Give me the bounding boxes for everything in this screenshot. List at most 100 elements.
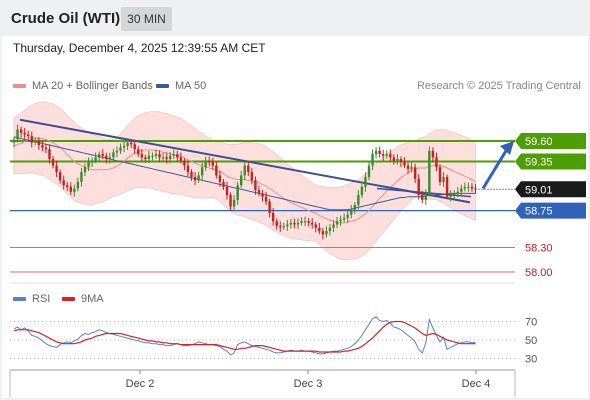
candle — [176, 150, 179, 163]
candle — [34, 136, 37, 146]
candle-body — [222, 181, 225, 187]
timeframe-button[interactable]: 30 MIN — [121, 7, 172, 31]
candle-body — [378, 150, 381, 155]
candle — [240, 170, 243, 188]
candle-body — [307, 221, 310, 223]
candle — [456, 187, 459, 198]
candle-body — [98, 154, 101, 158]
candle — [357, 190, 360, 210]
legend-rsi: RSI — [13, 293, 50, 305]
candle-body — [55, 165, 58, 173]
level-tag-bg — [515, 133, 586, 149]
candle — [137, 146, 140, 157]
rsi-tick-30: 30 — [525, 354, 537, 366]
candle-body — [300, 221, 303, 223]
candle — [467, 182, 470, 192]
candle-body — [435, 157, 438, 168]
level-label: 59.35 — [525, 156, 553, 168]
candle-body — [247, 165, 250, 173]
candle — [94, 152, 97, 164]
candle-body — [200, 167, 204, 176]
candle — [158, 150, 161, 163]
candle — [133, 139, 136, 155]
legend-ma20-bb: MA 20 + Bollinger Bands — [13, 80, 153, 92]
candle — [37, 137, 41, 150]
candle-body — [353, 204, 356, 210]
level-label: 58.75 — [525, 206, 553, 218]
candle-body — [289, 222, 293, 225]
candle — [403, 157, 406, 169]
candle — [374, 146, 378, 159]
candle — [51, 156, 55, 169]
legend-swatch-rsi — [13, 297, 26, 301]
candle — [236, 182, 239, 205]
candle-body — [293, 222, 296, 225]
rsi-tick-50: 50 — [525, 335, 537, 347]
candle — [87, 157, 90, 172]
x-tick-label: Dec 3 — [294, 378, 323, 390]
candle — [332, 220, 335, 233]
candle — [41, 140, 44, 152]
candle-body — [229, 195, 232, 207]
candle — [300, 217, 303, 226]
level-labels: 59.60 59.35 59.01 58.75 58.30 58.00 — [515, 133, 586, 279]
candle-body — [271, 213, 275, 222]
candle-body — [357, 195, 360, 205]
candle — [126, 138, 129, 151]
candle-body — [19, 129, 23, 133]
level-label-58-30: 58.30 — [525, 242, 553, 254]
candle-body — [122, 145, 126, 148]
candle-body — [254, 180, 257, 191]
candle-body — [335, 221, 339, 225]
candle-body — [87, 162, 90, 168]
candle — [27, 130, 30, 140]
candle-body — [389, 154, 392, 158]
candle — [417, 174, 420, 200]
candle-body — [154, 154, 158, 156]
candle — [76, 177, 80, 192]
candle — [108, 152, 112, 164]
candle — [364, 172, 367, 192]
candle — [396, 154, 399, 165]
candle — [413, 163, 417, 183]
candle-body — [151, 155, 154, 157]
candle-body — [449, 195, 452, 197]
candle — [445, 174, 449, 200]
candle — [119, 143, 122, 154]
candle-body — [417, 178, 420, 196]
candle — [115, 146, 119, 158]
candle-body — [421, 195, 424, 200]
candle — [353, 202, 356, 214]
candle — [474, 183, 477, 194]
candle-body — [470, 186, 474, 189]
candle-body — [424, 193, 427, 200]
candle-body — [218, 175, 222, 182]
candle — [250, 167, 254, 185]
candle — [399, 156, 403, 168]
candle — [218, 170, 222, 187]
level-tag-bg — [515, 202, 586, 219]
candle-body — [321, 231, 325, 235]
candle — [183, 157, 186, 171]
candle — [371, 149, 374, 170]
candle — [325, 226, 328, 238]
candle-body — [240, 175, 243, 186]
candle-body — [197, 175, 200, 181]
legend-label-rsi: RSI — [32, 293, 51, 305]
candle-body — [94, 157, 97, 161]
candle — [48, 144, 51, 164]
candle-body — [51, 159, 55, 166]
candle-body — [16, 129, 19, 140]
candle-body — [12, 139, 16, 143]
candle-body — [296, 222, 300, 225]
candle-body — [169, 155, 172, 160]
candle — [19, 126, 23, 138]
level-label: 59.60 — [525, 136, 553, 148]
candle-body — [83, 167, 87, 173]
candle-body — [385, 154, 388, 156]
header-bar: Crude Oil (WTI) 30 MIN — [0, 0, 590, 36]
candle — [293, 218, 296, 229]
rsi-line — [13, 316, 476, 356]
candle — [428, 146, 431, 197]
candle — [165, 153, 168, 164]
